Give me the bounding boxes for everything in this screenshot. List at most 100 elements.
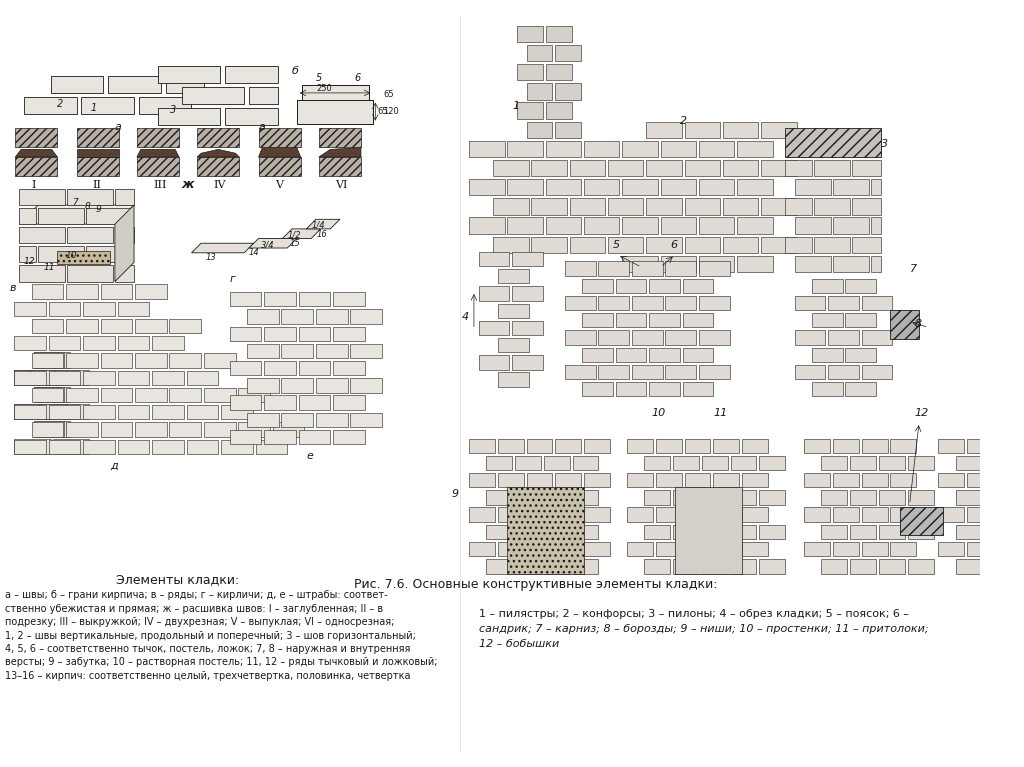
Bar [632,262,663,276]
Bar [204,388,236,402]
Text: сандрик; 7 – карниз; 8 – борозды; 9 – ниши; 10 – простенки; 11 – притолоки;: сандрик; 7 – карниз; 8 – борозды; 9 – ни… [478,624,929,634]
Bar [135,423,167,436]
Bar [515,490,541,505]
Bar [861,508,888,522]
Bar [701,456,728,470]
Bar [498,338,528,352]
Bar [350,309,382,324]
Polygon shape [77,150,119,157]
Bar [955,490,981,505]
Bar [850,559,877,574]
Bar [512,321,543,335]
Bar [833,255,869,272]
Text: 13–16 – кирпич: соответственно целый, трехчетвертка, половинка, четвертка: 13–16 – кирпич: соответственно целый, тр… [5,671,411,681]
Bar [41,370,67,385]
Bar [316,413,347,427]
Bar [14,370,34,385]
Bar [565,365,596,379]
Bar [685,439,711,453]
Bar [644,490,670,505]
Bar [14,405,46,420]
Bar [660,217,696,234]
Text: Элементы кладки:: Элементы кладки: [116,573,239,586]
Bar [723,122,759,138]
Bar [52,370,89,385]
Bar [871,179,881,196]
Bar [118,301,150,316]
Bar [907,456,934,470]
Bar [584,473,610,487]
Bar [14,439,46,454]
Bar [984,525,1010,539]
Bar [938,542,965,556]
Bar [555,439,582,453]
Bar [249,87,278,104]
Bar [169,354,201,367]
Bar [730,559,757,574]
Bar [67,423,97,436]
Bar [83,336,115,351]
Text: а: а [258,122,265,132]
Bar [646,198,682,215]
Bar [469,217,505,234]
Bar [38,246,84,262]
Bar [49,439,81,454]
Bar [879,490,905,505]
Bar [555,122,582,138]
Bar [14,370,28,385]
Text: 9: 9 [95,205,101,214]
Text: 1, 2 – швы вертикальные, продольный и поперечный; 3 – шов горизонтальный;: 1, 2 – швы вертикальные, продольный и по… [5,630,416,640]
Bar [785,160,812,176]
Bar [871,217,881,234]
Bar [544,456,569,470]
Text: 3/4: 3/4 [261,240,275,249]
Bar [737,141,773,157]
Bar [644,559,670,574]
Bar [316,309,347,324]
Bar [730,490,757,505]
Bar [546,103,571,119]
Bar [498,508,523,522]
Bar [86,246,132,262]
Bar [517,26,543,42]
Bar [67,265,113,281]
Bar [795,255,831,272]
Bar [153,370,184,385]
Polygon shape [115,205,134,281]
Bar [115,265,134,281]
Bar [759,490,785,505]
Text: 12 – бобышки: 12 – бобышки [478,639,559,650]
Bar [795,365,825,379]
Bar [153,405,184,420]
Bar [264,292,296,307]
Bar [598,331,629,344]
Bar [526,439,552,453]
Bar [737,255,773,272]
Bar [584,508,610,522]
Bar [852,160,881,176]
Bar [582,313,612,328]
Bar [984,559,1010,574]
Bar [350,344,382,358]
Bar [644,525,670,539]
Bar [318,157,360,176]
Bar [34,352,70,367]
Bar [565,331,596,344]
Bar [47,370,78,385]
Bar [812,382,843,397]
Bar [555,45,582,61]
Text: 8: 8 [914,320,922,330]
Bar [967,473,993,487]
Text: II: II [93,179,101,189]
Bar [544,490,569,505]
Bar [821,456,847,470]
Bar [86,208,132,224]
Bar [967,542,993,556]
Bar [701,525,728,539]
Bar [685,160,720,176]
Bar [742,542,768,556]
Bar [655,473,682,487]
Bar [723,198,759,215]
Bar [544,559,569,574]
Bar [83,405,115,420]
